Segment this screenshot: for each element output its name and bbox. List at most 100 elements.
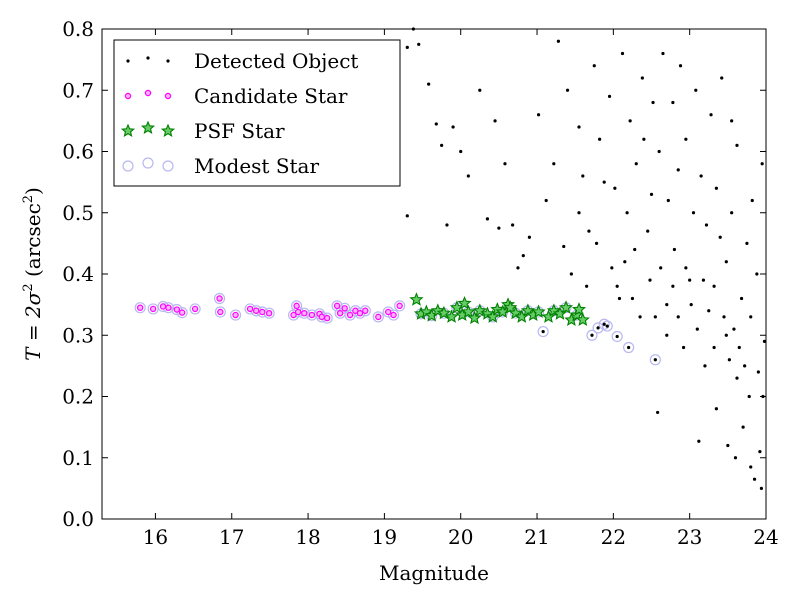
detected-object-point [577, 125, 581, 129]
detected-object-point [657, 149, 661, 154]
y-tick-label: 0.1 [62, 446, 94, 470]
detected-object-point [602, 180, 606, 184]
y-axis-label-mid: (arcsec [21, 203, 45, 283]
detected-object-point [659, 266, 663, 270]
candidate-star-point [173, 306, 180, 313]
candidate-star-point [346, 311, 354, 319]
detected-object-point [638, 315, 642, 319]
detected-object-point [699, 174, 703, 178]
detected-object-point [615, 284, 619, 288]
legend-candidate-star-marker [124, 92, 132, 100]
legend-modest-star-label: Modest Star [194, 154, 319, 178]
candidate-star-point [136, 304, 144, 311]
detected-object-point [709, 113, 713, 117]
detected-object-point [695, 327, 699, 331]
detected-object-point [541, 329, 545, 334]
detected-object-point [503, 162, 507, 166]
legend-modest-star-marker [142, 157, 154, 169]
detected-object-point [417, 42, 421, 46]
detected-object-point [649, 192, 654, 196]
detected-object-point [516, 266, 520, 270]
detected-object-point [497, 226, 501, 230]
candidate-star-point [246, 305, 254, 313]
detected-object-point [739, 296, 744, 301]
detected-object-point [684, 137, 688, 141]
detected-object-point [671, 284, 675, 288]
psf-star-point [558, 300, 574, 314]
detected-object-point [688, 278, 692, 282]
detected-object-point [594, 241, 599, 245]
detected-object-point [493, 119, 497, 123]
legend-detected-object-marker [166, 59, 170, 63]
detected-object-point [656, 410, 660, 415]
y-tick-label: 0.3 [62, 323, 94, 347]
psf-star-point [461, 304, 476, 318]
detected-object-point [726, 443, 730, 448]
detected-object-point [741, 425, 745, 429]
detected-object-point [703, 364, 707, 368]
detected-object-point [634, 162, 638, 166]
detected-object-point [743, 364, 747, 368]
candidate-star-point [390, 311, 397, 319]
detected-object-point [585, 284, 589, 288]
detected-object-point [642, 137, 646, 141]
y-tick-label: 0.2 [62, 385, 94, 409]
detected-object-point [701, 278, 706, 282]
legend-detected-object-label: Detected Object [194, 49, 358, 73]
x-tick-label: 24 [753, 525, 778, 549]
x-tick-label: 19 [372, 525, 397, 549]
x-tick-label: 18 [295, 525, 320, 549]
detected-object-point [752, 477, 757, 481]
modest-star-point [601, 320, 613, 332]
detected-object-point [724, 260, 728, 264]
detected-object-point [727, 358, 731, 362]
candidate-star-point [356, 310, 364, 317]
detected-object-point [653, 358, 657, 362]
candidate-star-point [293, 302, 300, 310]
detected-object-point [565, 88, 570, 92]
x-tick-label: 17 [219, 525, 244, 549]
psf-star-point [503, 300, 518, 314]
detected-object-point [625, 211, 629, 215]
detected-object-point [758, 450, 762, 454]
candidate-star-point [336, 310, 344, 317]
detected-object-point [681, 345, 686, 350]
detected-object-point [610, 266, 614, 270]
modest-star-point [623, 341, 635, 354]
detected-object-point [598, 137, 602, 141]
detected-object-point [581, 174, 585, 178]
candidate-star-point [375, 313, 382, 321]
legend-psf-star-marker [120, 123, 136, 138]
psf-star-point [444, 309, 459, 323]
detected-object-point [651, 100, 655, 105]
y-axis-label-prefix: T = 2σ [21, 290, 45, 361]
modest-star-point [586, 329, 598, 341]
modest-star-point [611, 330, 623, 343]
detected-object-point [697, 439, 701, 443]
detected-object-point [671, 100, 675, 105]
detected-object-point [478, 88, 482, 92]
detected-object-point [678, 64, 683, 68]
detected-object-point [714, 186, 718, 190]
detected-object-point [689, 303, 693, 307]
plot-area [134, 27, 767, 490]
detected-object-point [633, 247, 637, 252]
detected-object-point [628, 119, 632, 123]
y-tick-label: 0.7 [62, 78, 94, 102]
detected-object-point [556, 39, 561, 43]
detected-object-point [724, 333, 728, 337]
detected-object-point [676, 315, 680, 319]
psf-star-point [467, 310, 482, 325]
modest-star-point [229, 309, 242, 321]
candidate-star-point [290, 311, 297, 319]
modest-star-point [214, 306, 226, 318]
detected-object-point [511, 223, 515, 227]
candidate-star-point [396, 302, 403, 310]
y-tick-label: 0.4 [62, 262, 94, 286]
detected-object-point [760, 162, 764, 166]
detected-object-point [694, 88, 698, 92]
candidate-star-point [362, 307, 369, 314]
detected-object-point [653, 315, 657, 319]
detected-object-point [602, 322, 606, 326]
modest-star-point [537, 325, 549, 338]
